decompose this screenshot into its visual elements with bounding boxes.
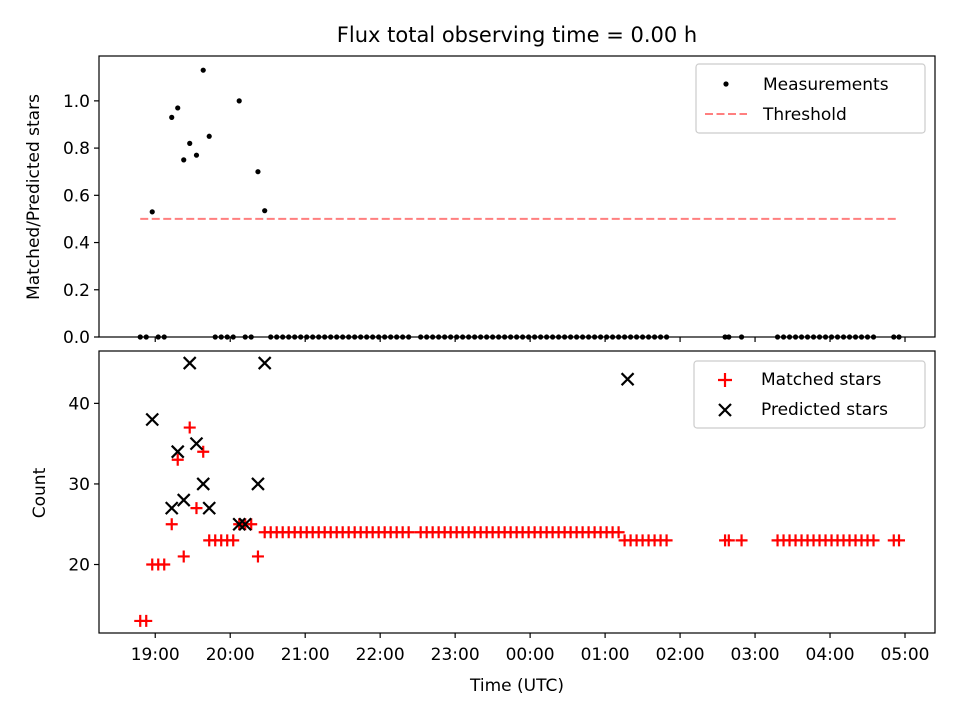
x-tick-label: 23:00 <box>431 645 480 665</box>
predicted-star-point <box>202 501 216 515</box>
predicted-star-point <box>189 436 204 451</box>
legend-measurements-marker <box>723 81 729 87</box>
legend-predicted-label: Predicted stars <box>761 400 888 420</box>
legend-threshold-label: Threshold <box>762 105 847 125</box>
x-tick-label: 01:00 <box>581 645 630 665</box>
x-tick-label: 04:00 <box>806 645 855 665</box>
ratio-y-tick-label: 0.2 <box>63 281 90 301</box>
matched-star-point <box>177 550 190 563</box>
count-panel: 20 30 40 19:00 20:00 21:00 22:00 23:00 00:00 01:… <box>30 350 936 696</box>
matched-star-point <box>735 534 748 547</box>
count-plot-area <box>134 356 906 627</box>
matched-star-point <box>158 558 171 571</box>
ratio-y-tick-label: 0.0 <box>63 328 90 348</box>
matched-star-point <box>660 534 673 547</box>
x-tick-label: 21:00 <box>281 645 330 665</box>
predicted-star-point <box>251 477 265 491</box>
matched-star-point <box>402 526 415 539</box>
measurement-point <box>200 67 206 73</box>
ratio-y-tick-label: 1.0 <box>63 92 90 112</box>
ratio-y-ticks: 0.0 0.2 0.4 0.6 0.8 1.0 <box>63 92 99 348</box>
count-panel-frame <box>98 350 936 634</box>
count-x-ticks: 19:00 20:00 21:00 22:00 23:00 00:00 01:00 02:00… <box>131 633 930 665</box>
measurement-point <box>187 140 193 146</box>
matched-star-point <box>245 518 258 531</box>
measurement-point <box>149 209 155 215</box>
predicted-star-point <box>164 501 179 515</box>
x-tick-label: 00:00 <box>506 645 555 665</box>
ratio-legend: Measurements Threshold <box>695 63 926 134</box>
count-y-tick-label: 30 <box>68 475 90 495</box>
matched-star-point <box>251 550 264 563</box>
matched-star-point <box>867 534 880 547</box>
ratio-legend-box <box>695 63 926 134</box>
matched-star-point <box>171 453 184 466</box>
chart-title: Flux total observing time = 0.00 h <box>337 23 697 47</box>
predicted-star-point <box>196 477 210 491</box>
matched-star-point <box>197 445 210 458</box>
x-tick-label: 02:00 <box>656 645 705 665</box>
count-legend-box <box>693 360 926 429</box>
legend-measurements-label: Measurements <box>763 75 889 95</box>
measurement-point <box>262 208 268 214</box>
x-tick-label: 19:00 <box>131 645 180 665</box>
predicted-star-point <box>238 517 252 532</box>
legend-matched-marker <box>718 373 732 387</box>
measurement-point <box>206 133 212 139</box>
ratio-x-ticks <box>154 337 906 342</box>
count-y-ticks: 20 30 40 <box>68 394 99 576</box>
count-legend: Matched stars Predicted stars <box>693 360 926 429</box>
matched-star-point <box>165 518 178 531</box>
measurement-point <box>175 105 181 111</box>
ratio-y-tick-label: 0.4 <box>63 234 90 254</box>
ratio-panel: 0.0 0.2 0.4 0.6 0.8 1.0 Matched/Predicted sta… <box>24 55 936 348</box>
matched-star-point <box>227 534 240 547</box>
legend-predicted-marker <box>718 403 732 417</box>
measurement-point <box>169 114 175 120</box>
x-tick-label: 05:00 <box>881 645 930 665</box>
x-tick-label: 20:00 <box>206 645 255 665</box>
matched-star-point <box>722 534 735 547</box>
count-y-tick-label: 40 <box>68 394 90 414</box>
measurement-point <box>181 157 187 163</box>
ratio-y-tick-label: 0.6 <box>63 186 90 206</box>
measurement-point <box>236 98 242 104</box>
matched-star-point <box>190 502 203 515</box>
predicted-star-point <box>176 493 191 507</box>
predicted-star-point <box>232 517 246 532</box>
ratio-y-axis-label: Matched/Predicted stars <box>24 94 44 300</box>
predicted-star-point <box>182 356 197 370</box>
x-tick-label: 03:00 <box>731 645 780 665</box>
count-y-tick-label: 20 <box>68 556 90 576</box>
matched-star-point <box>893 534 906 547</box>
predicted-star-point <box>257 356 272 370</box>
matched-star-point <box>140 614 153 627</box>
x-tick-label: 22:00 <box>356 645 405 665</box>
matched-star-point <box>612 526 625 539</box>
predicted-star-point <box>620 372 635 386</box>
measurement-point <box>255 169 261 175</box>
ratio-panel-frame <box>98 55 936 338</box>
matched-star-point <box>183 421 196 434</box>
measurement-point <box>193 152 200 158</box>
predicted-star-point <box>145 412 160 427</box>
count-y-axis-label: Count <box>30 467 50 518</box>
predicted-star-point <box>170 444 185 459</box>
ratio-y-tick-label: 0.8 <box>63 139 90 159</box>
legend-matched-label: Matched stars <box>761 370 881 390</box>
x-axis-label: Time (UTC) <box>469 676 564 696</box>
